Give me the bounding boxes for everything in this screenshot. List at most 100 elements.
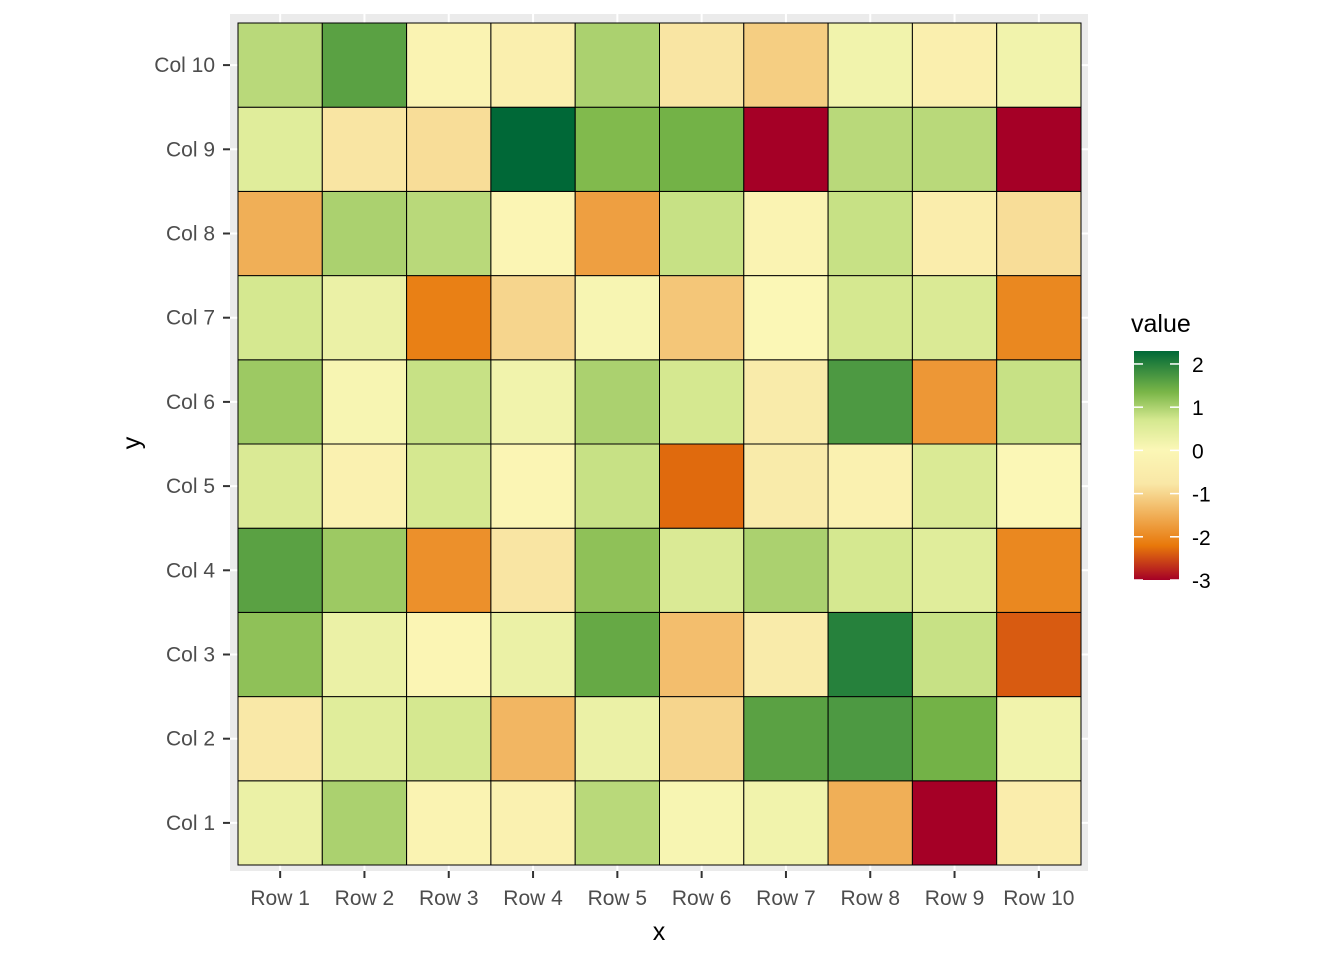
heatmap-cell — [996, 359, 1082, 445]
heatmap-cell — [574, 780, 661, 866]
y-tick-label: Col 1 — [166, 812, 215, 835]
heatmap-cell — [827, 22, 913, 108]
heatmap-cell — [237, 190, 323, 277]
heatmap-cell — [911, 696, 998, 782]
heatmap-cell — [406, 780, 492, 866]
heatmap-cell — [490, 275, 576, 361]
heatmap-cell — [911, 443, 998, 529]
heatmap-cell — [406, 611, 492, 698]
heatmap-cell — [237, 443, 323, 529]
heatmap-cells — [237, 22, 1082, 866]
heatmap-cell — [911, 527, 998, 613]
legend-label: -2 — [1192, 527, 1211, 550]
heatmap-cell — [659, 780, 745, 866]
heatmap-cell — [237, 780, 323, 866]
heatmap-cell — [911, 611, 998, 698]
x-tick-label: Row 5 — [588, 887, 648, 910]
heatmap-cell — [321, 443, 408, 529]
heatmap-cell — [321, 780, 408, 866]
x-tick-label: Row 1 — [250, 887, 310, 910]
heatmap-cell — [827, 359, 913, 445]
y-tick-label: Col 8 — [166, 223, 215, 246]
heatmap-cell — [321, 611, 408, 698]
heatmap-cell — [743, 106, 829, 192]
heatmap-cell — [574, 106, 661, 192]
heatmap-cell — [321, 696, 408, 782]
x-tick-label: Row 8 — [840, 887, 900, 910]
heatmap-cell — [743, 443, 829, 529]
legend-ticks: 2 1 0 -1 -2 -3 — [1134, 354, 1211, 593]
y-tick-label: Col 2 — [166, 728, 215, 751]
heatmap-cell — [743, 22, 829, 108]
heatmap-cell — [237, 527, 323, 613]
heatmap-cell — [743, 359, 829, 445]
heatmap-cell — [743, 275, 829, 361]
heatmap-cell — [574, 190, 661, 277]
heatmap-cell — [490, 22, 576, 108]
y-tick-label: Col 4 — [166, 559, 215, 582]
heatmap-cell — [827, 696, 913, 782]
heatmap-cell — [827, 443, 913, 529]
heatmap-cell — [574, 275, 661, 361]
heatmap-cell — [743, 190, 829, 277]
heatmap-cell — [911, 780, 998, 866]
heatmap-cell — [996, 696, 1082, 782]
heatmap-cell — [659, 106, 745, 192]
heatmap-cell — [237, 359, 323, 445]
x-tick-label: Row 9 — [925, 887, 985, 910]
y-axis: Col 1 Col 2 Col 3 Col 4 Col 5 Col 6 Col 7 Col 8… — [154, 54, 230, 835]
y-tick-label: Col 10 — [154, 54, 215, 77]
legend-title: value — [1131, 310, 1191, 338]
heatmap-cell — [490, 611, 576, 698]
heatmap-cell — [406, 106, 492, 192]
heatmap-cell — [574, 22, 661, 108]
heatmap-cell — [659, 275, 745, 361]
heatmap-cell — [490, 190, 576, 277]
heatmap-cell — [490, 443, 576, 529]
heatmap-cell — [743, 527, 829, 613]
heatmap-cell — [574, 696, 661, 782]
heatmap-cell — [827, 190, 913, 277]
heatmap-cell — [996, 22, 1082, 108]
heatmap-cell — [321, 106, 408, 192]
x-axis-title: x — [653, 918, 666, 946]
x-tick-label: Row 7 — [756, 887, 816, 910]
heatmap-cell — [574, 611, 661, 698]
heatmap-cell — [406, 275, 492, 361]
heatmap-cell — [321, 275, 408, 361]
heatmap-cell — [827, 106, 913, 192]
heatmap-cell — [406, 359, 492, 445]
y-tick-label: Col 5 — [166, 475, 215, 498]
heatmap-cell — [490, 106, 576, 192]
heatmap-cell — [996, 527, 1082, 613]
heatmap-cell — [659, 696, 745, 782]
heatmap-cell — [911, 106, 998, 192]
x-axis: Row 1 Row 2 Row 3 Row 4 Row 5 Row 6 Row 7 Row 8… — [250, 871, 1074, 910]
legend-label: -3 — [1192, 570, 1211, 593]
heatmap-cell — [996, 780, 1082, 866]
heatmap-cell — [237, 696, 323, 782]
heatmap-cell — [490, 696, 576, 782]
heatmap-cell — [659, 190, 745, 277]
heatmap-cell — [490, 527, 576, 613]
legend-label: 0 — [1192, 440, 1204, 463]
y-axis-title: y — [118, 436, 146, 449]
heatmap-cell — [743, 696, 829, 782]
heatmap-cell — [659, 22, 745, 108]
heatmap-cell — [996, 106, 1082, 192]
heatmap-cell — [490, 780, 576, 866]
legend-label: -1 — [1192, 484, 1211, 507]
heatmap-cell — [996, 443, 1082, 529]
x-tick-label: Row 10 — [1003, 887, 1074, 910]
heatmap-cell — [490, 359, 576, 445]
heatmap-cell — [406, 22, 492, 108]
heatmap-cell — [911, 275, 998, 361]
heatmap-cell — [659, 527, 745, 613]
heatmap-cell — [321, 190, 408, 277]
heatmap-cell — [321, 527, 408, 613]
heatmap-cell — [911, 359, 998, 445]
heatmap-cell — [406, 527, 492, 613]
heatmap-cell — [574, 527, 661, 613]
heatmap-cell — [996, 190, 1082, 277]
